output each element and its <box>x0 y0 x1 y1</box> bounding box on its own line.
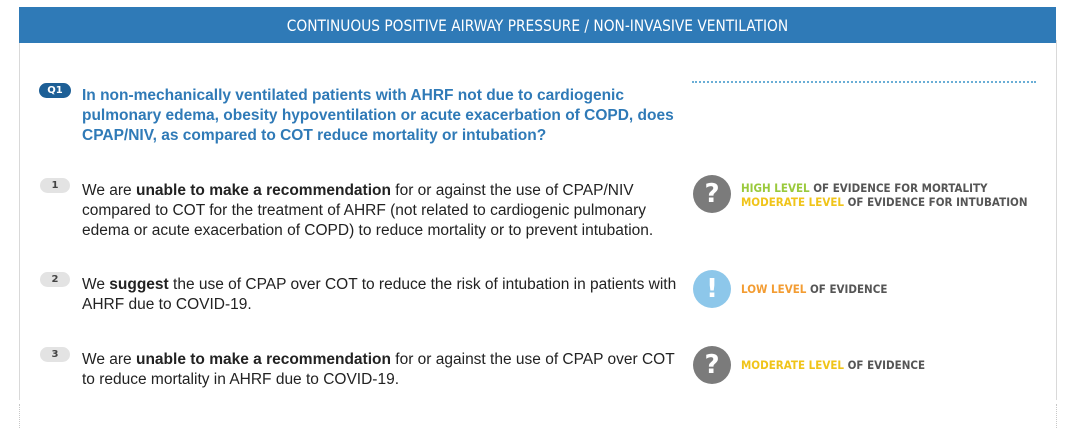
evidence-rest: OF EVIDENCE <box>806 282 888 296</box>
evidence-rest: OF EVIDENCE <box>844 358 926 372</box>
section-title: CONTINUOUS POSITIVE AIRWAY PRESSURE / NO… <box>286 15 789 35</box>
question-badge: Q1 <box>39 83 71 98</box>
recommendation-2-text-part: We <box>82 276 110 293</box>
left-border <box>19 40 20 400</box>
recommendation-3-text-part: We are <box>82 351 136 368</box>
question-mark-icon: ? <box>693 346 731 384</box>
evidence-line: MODERATE LEVEL OF EVIDENCE <box>741 358 925 372</box>
evidence-level: HIGH LEVEL <box>741 181 810 195</box>
recommendation-2-text-part: the use of CPAP over COT to reduce the r… <box>82 276 677 313</box>
dotted-separator <box>692 81 1036 83</box>
recommendation-3-strength: unable to make a recommendation <box>136 351 391 368</box>
section-header: CONTINUOUS POSITIVE AIRWAY PRESSURE / NO… <box>19 7 1056 43</box>
question-text: In non-mechanically ventilated patients … <box>82 87 674 144</box>
recommendation-3-evidence: MODERATE LEVEL OF EVIDENCE <box>741 358 925 372</box>
evidence-rest: OF EVIDENCE FOR INTUBATION <box>844 195 1028 209</box>
recommendation-3-text-part: for or against the use of CPAP over COT … <box>82 351 675 388</box>
recommendation-2-number: 2 <box>40 272 70 287</box>
evidence-rest: OF EVIDENCE FOR MORTALITY <box>809 181 988 195</box>
recommendation-1-strength: unable to make a recommendation <box>136 182 391 199</box>
evidence-line: MODERATE LEVEL OF EVIDENCE FOR INTUBATIO… <box>741 195 1028 209</box>
evidence-level: MODERATE LEVEL <box>741 358 845 372</box>
recommendation-3-number: 3 <box>40 347 70 362</box>
recommendation-1-text-part: for or against the use of CPAP/NIV compa… <box>82 182 654 239</box>
recommendation-2-strength: suggest <box>109 276 169 293</box>
recommendation-1-number: 1 <box>40 178 70 193</box>
evidence-line: HIGH LEVEL OF EVIDENCE FOR MORTALITY <box>741 181 1028 195</box>
recommendation-1-text: We are unable to make a recommendation f… <box>82 181 682 241</box>
recommendation-1-evidence: HIGH LEVEL OF EVIDENCE FOR MORTALITY MOD… <box>741 181 1028 209</box>
recommendation-3-text: We are unable to make a recommendation f… <box>82 350 682 390</box>
recommendation-2-text: We suggest the use of CPAP over COT to r… <box>82 275 682 315</box>
right-border <box>1056 40 1057 400</box>
recommendation-2-evidence: LOW LEVEL OF EVIDENCE <box>741 282 887 296</box>
right-border-dots <box>1056 404 1057 428</box>
left-border-dots <box>19 404 20 428</box>
evidence-level: LOW LEVEL <box>741 282 807 296</box>
exclamation-icon: ! <box>693 270 731 308</box>
evidence-line: LOW LEVEL OF EVIDENCE <box>741 282 887 296</box>
question-mark-icon: ? <box>693 175 731 213</box>
recommendation-1-text-part: We are <box>82 182 136 199</box>
evidence-level: MODERATE LEVEL <box>741 195 845 209</box>
